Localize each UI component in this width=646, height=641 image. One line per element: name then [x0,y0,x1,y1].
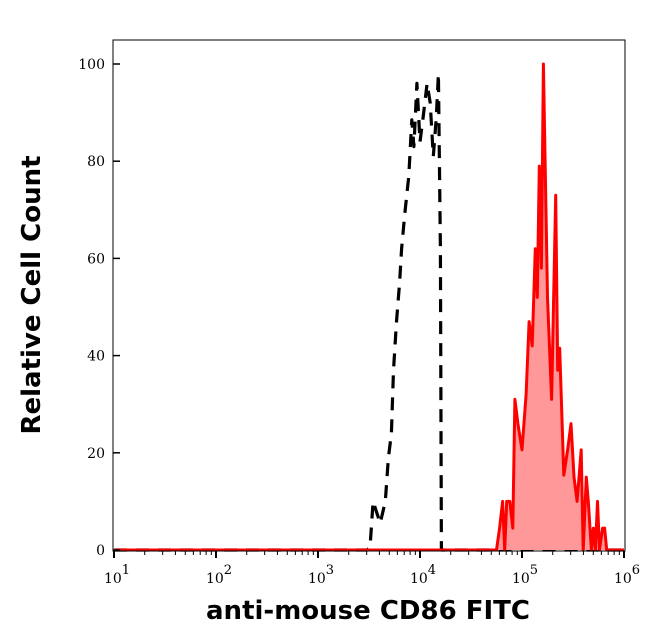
y-tick-label: 20 [87,446,105,462]
x-tick-label: 102 [206,563,232,587]
axes: 0 20 40 60 80 100 101 102 103 104 105 106 [78,57,640,587]
y-tick-label: 80 [87,154,105,170]
y-tick-label: 0 [96,543,105,559]
cd86-series-line [114,62,624,552]
y-tick-label: 60 [87,251,105,267]
x-tick-label: 104 [410,563,436,587]
plot-area [114,62,624,552]
isotype-control-series [114,72,624,552]
y-tick-label: 100 [78,57,105,73]
x-axis-title: anti-mouse CD86 FITC [206,596,530,626]
x-tick-label: 106 [614,563,640,587]
y-tick-label: 40 [87,349,105,365]
x-tick-label: 105 [512,563,538,587]
cd86-series-fill [114,64,624,550]
y-axis-title: Relative Cell Count [17,155,47,434]
x-tick-label: 103 [308,563,334,587]
x-tick-label: 101 [104,563,130,587]
plot-frame [112,39,626,552]
